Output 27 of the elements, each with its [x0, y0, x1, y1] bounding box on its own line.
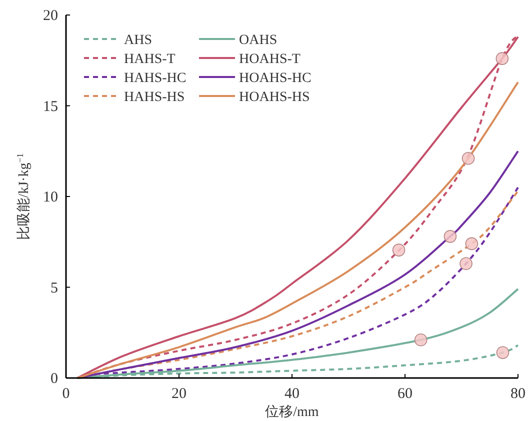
- point: [460, 257, 472, 270]
- point: [444, 230, 457, 243]
- legend-label: HAHS-HC: [124, 71, 186, 86]
- x-tick-label: 80: [510, 386, 526, 402]
- x-tick-label: 40: [284, 386, 300, 402]
- point: [462, 152, 475, 165]
- y-tick-label: 5: [50, 280, 58, 296]
- legend-label: HOAHS-HC: [239, 71, 312, 86]
- legend-label: HOAHS-HS: [239, 90, 310, 105]
- legend-label: HAHS-HS: [124, 90, 185, 105]
- y-tick-label: 10: [43, 190, 58, 206]
- legend-label: HAHS-T: [124, 52, 176, 67]
- point: [414, 333, 428, 346]
- point: [496, 52, 509, 65]
- legend-label: OAHS: [239, 33, 278, 48]
- y-tick-label: 15: [43, 98, 58, 115]
- x-axis-title: 位移/mm: [265, 404, 319, 420]
- x-tick-label: 0: [62, 386, 70, 402]
- y-tick-label: 20: [43, 8, 58, 24]
- legend-label: HOAHS-T: [239, 52, 301, 67]
- x-tick-label: 60: [398, 386, 412, 402]
- point: [392, 244, 406, 256]
- point: [465, 237, 478, 250]
- y-tick-label: 0: [50, 371, 58, 387]
- point: [496, 346, 510, 359]
- x-tick-label: 20: [172, 386, 186, 402]
- legend-label: AHS: [124, 33, 152, 48]
